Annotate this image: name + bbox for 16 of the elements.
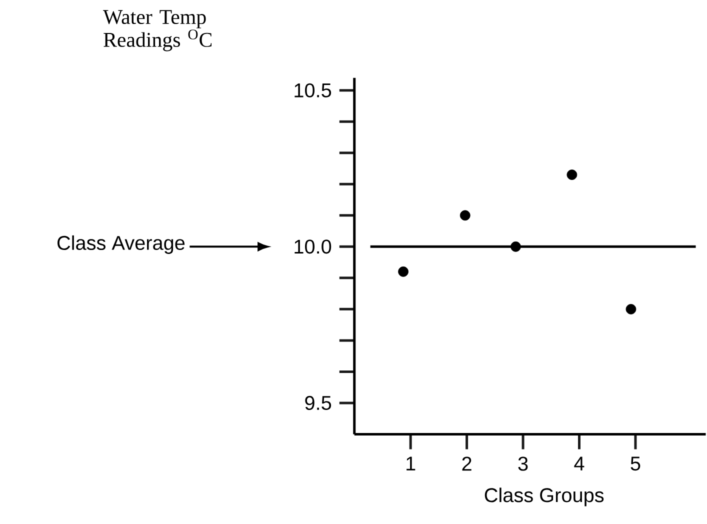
x-tick-label: 2 bbox=[462, 456, 472, 471]
point bbox=[398, 266, 408, 277]
x-axis-title: Class Groups bbox=[484, 488, 604, 506]
point bbox=[510, 241, 521, 252]
y-axis-title: Water Temp Readings $^{O}$C bbox=[103, 10, 212, 52]
y-tick-label: 10.5 bbox=[294, 83, 332, 98]
x-tick-label: 4 bbox=[574, 456, 584, 470]
point bbox=[566, 170, 578, 180]
ref-line-label: Class Average bbox=[58, 235, 185, 254]
y-tick-label: 9.5 bbox=[305, 396, 332, 410]
x-tick-label: 1 bbox=[406, 456, 416, 470]
y-tick-label: 10.0 bbox=[294, 240, 332, 254]
x-tick-label: 3 bbox=[518, 456, 528, 471]
point bbox=[626, 304, 636, 314]
point bbox=[460, 210, 470, 221]
x-tick-label: 5 bbox=[630, 456, 640, 471]
